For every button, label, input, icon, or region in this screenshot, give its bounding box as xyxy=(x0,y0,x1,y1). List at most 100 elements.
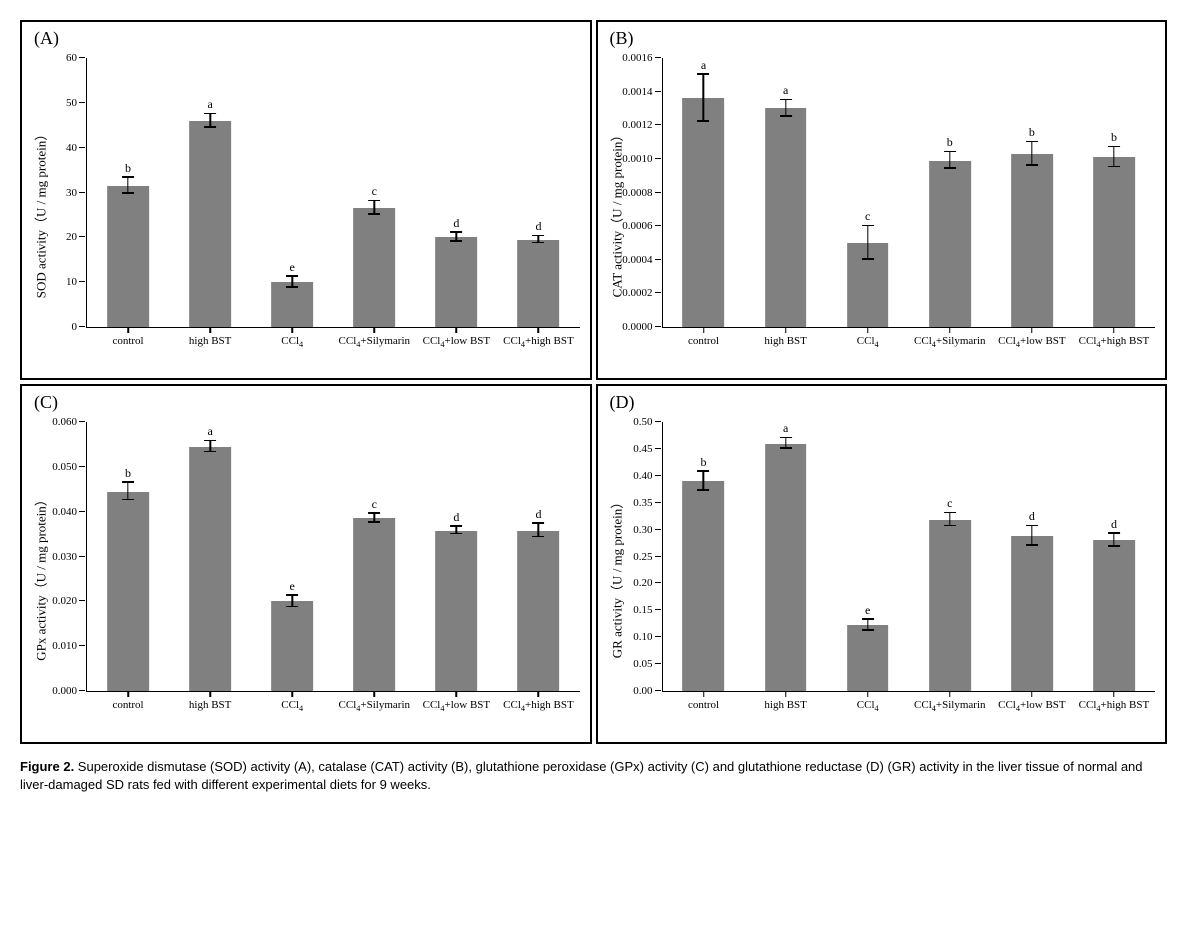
error-cap xyxy=(450,525,462,527)
ytick xyxy=(79,511,85,512)
error-cap xyxy=(862,258,874,260)
bar-group: c xyxy=(353,58,395,327)
error-cap xyxy=(204,451,216,453)
error-cap xyxy=(780,437,792,439)
ytick-label: 0.15 xyxy=(633,604,652,616)
ytick xyxy=(655,259,661,260)
error-bar xyxy=(867,226,869,260)
ytick xyxy=(655,663,661,664)
significance-label: a xyxy=(701,58,706,73)
ytick xyxy=(655,326,661,327)
ytick-label: 0.0000 xyxy=(622,321,652,333)
bar-group: d xyxy=(435,422,477,691)
error-cap xyxy=(286,275,298,277)
xtick xyxy=(867,691,869,697)
error-cap xyxy=(1108,166,1120,168)
panel-A-chart: SOD activity（U / mg protein） 01020304050… xyxy=(86,58,580,368)
ytick-label: 0.020 xyxy=(52,595,77,607)
significance-label: e xyxy=(865,603,870,618)
significance-label: d xyxy=(453,510,459,525)
xlabel: high BST xyxy=(189,699,231,711)
ytick-label: 0.30 xyxy=(633,524,652,536)
error-cap xyxy=(532,522,544,524)
error-cap xyxy=(1026,525,1038,527)
ytick-label: 0.50 xyxy=(633,416,652,428)
bar xyxy=(765,444,807,691)
ytick-label: 0.0006 xyxy=(622,220,652,232)
panel-D-plot: 0.000.050.100.150.200.250.300.350.400.45… xyxy=(662,422,1156,692)
xtick xyxy=(538,691,540,697)
error-bar xyxy=(703,75,705,122)
bar xyxy=(1011,154,1053,327)
xtick xyxy=(1113,691,1115,697)
xtick xyxy=(949,691,951,697)
ytick xyxy=(79,556,85,557)
error-cap xyxy=(122,499,134,501)
xlabel: CCl4+low BST xyxy=(998,699,1066,713)
panel-A-ylabel: SOD activity（U / mg protein） xyxy=(31,128,50,298)
xlabel: CCl4+Silymarin xyxy=(339,335,410,349)
bar xyxy=(518,240,560,327)
ytick xyxy=(79,281,85,282)
ytick xyxy=(79,600,85,601)
bar-group: d xyxy=(1011,422,1053,691)
error-cap xyxy=(944,512,956,514)
panel-C-plot: 0.0000.0100.0200.0300.0400.0500.060contr… xyxy=(86,422,580,692)
panel-D: (D) GR activity（U / mg protein） 0.000.05… xyxy=(596,384,1168,744)
ytick xyxy=(655,292,661,293)
xlabel: high BST xyxy=(189,335,231,347)
significance-label: a xyxy=(783,83,788,98)
ytick xyxy=(655,124,661,125)
panel-A-plot: 0102030405060controlbhigh BSTaCCl4eCCl4+… xyxy=(86,58,580,328)
error-cap xyxy=(450,533,462,535)
panel-A-label: (A) xyxy=(34,28,59,49)
bar xyxy=(271,282,313,327)
ytick-label: 0.050 xyxy=(52,461,77,473)
significance-label: b xyxy=(701,455,707,470)
ytick xyxy=(655,91,661,92)
xlabel: CCl4+low BST xyxy=(423,699,491,713)
bar-group: b xyxy=(107,58,149,327)
error-cap xyxy=(1108,545,1120,547)
significance-label: d xyxy=(453,216,459,231)
xtick xyxy=(291,327,293,333)
ytick xyxy=(655,529,661,530)
xtick xyxy=(703,327,705,333)
xtick xyxy=(1113,327,1115,333)
bar xyxy=(435,237,477,327)
xlabel: control xyxy=(112,699,143,711)
error-cap xyxy=(122,481,134,483)
xlabel: CCl4 xyxy=(281,699,303,713)
error-cap xyxy=(532,536,544,538)
significance-label: d xyxy=(1111,517,1117,532)
significance-label: a xyxy=(207,97,212,112)
bar xyxy=(107,186,149,327)
bar-group: d xyxy=(518,58,560,327)
ytick xyxy=(79,421,85,422)
panel-B-label: (B) xyxy=(610,28,634,49)
significance-label: d xyxy=(535,219,541,234)
error-bar xyxy=(949,152,951,169)
ytick-label: 0.0012 xyxy=(622,119,652,131)
xtick xyxy=(127,691,129,697)
significance-label: b xyxy=(125,466,131,481)
ytick-label: 0.0002 xyxy=(622,287,652,299)
bar-group: b xyxy=(1093,58,1135,327)
error-cap xyxy=(944,167,956,169)
error-cap xyxy=(780,99,792,101)
xlabel: control xyxy=(688,699,719,711)
error-cap xyxy=(204,113,216,115)
bar-group: b xyxy=(107,422,149,691)
bar xyxy=(929,520,971,691)
xlabel: CCl4+high BST xyxy=(503,699,574,713)
ytick-label: 0.010 xyxy=(52,640,77,652)
panel-C-ylabel: GPx activity（U / mg protein） xyxy=(31,493,50,661)
significance-label: b xyxy=(1029,125,1035,140)
error-bar xyxy=(1031,142,1033,166)
significance-label: a xyxy=(207,424,212,439)
xtick xyxy=(127,327,129,333)
ytick xyxy=(655,502,661,503)
ytick-label: 0 xyxy=(72,321,78,333)
significance-label: b xyxy=(125,161,131,176)
error-cap xyxy=(698,470,710,472)
